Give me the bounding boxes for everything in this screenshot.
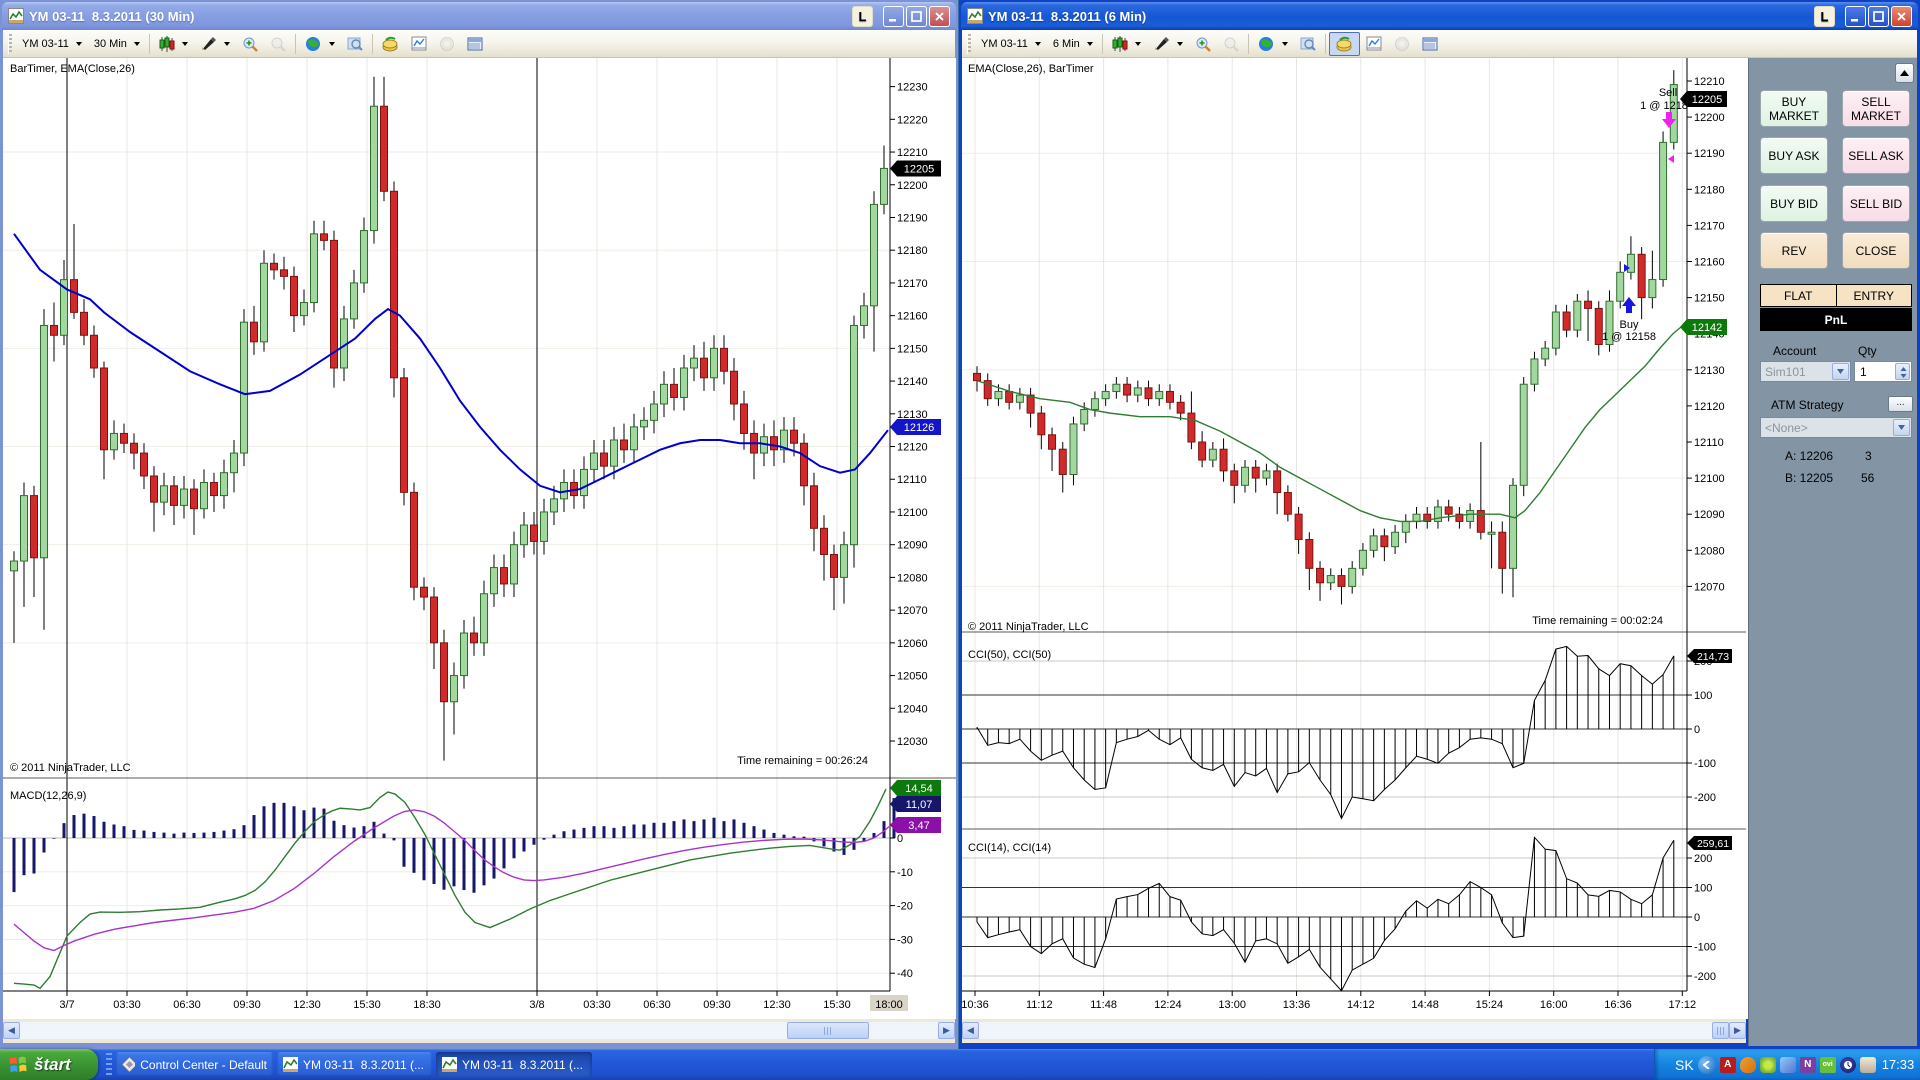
- svg-text:Time remaining = 00:02:24: Time remaining = 00:02:24: [1532, 615, 1663, 627]
- svg-text:12030: 12030: [897, 736, 928, 748]
- svg-text:15:30: 15:30: [823, 999, 851, 1011]
- svg-text:03:30: 03:30: [583, 999, 611, 1011]
- svg-text:12190: 12190: [1694, 148, 1725, 160]
- svg-text:-30: -30: [897, 934, 913, 946]
- svg-text:06:30: 06:30: [643, 999, 671, 1011]
- svg-text:12170: 12170: [897, 278, 928, 290]
- svg-text:12060: 12060: [897, 638, 928, 650]
- svg-text:12190: 12190: [897, 212, 928, 224]
- svg-text:12080: 12080: [1694, 545, 1725, 557]
- svg-text:1 @ 1218: 1 @ 1218: [1640, 100, 1688, 112]
- svg-text:15:24: 15:24: [1476, 999, 1504, 1011]
- svg-text:12230: 12230: [897, 82, 928, 94]
- svg-text:0: 0: [897, 833, 903, 845]
- svg-text:12120: 12120: [897, 442, 928, 454]
- svg-text:06:30: 06:30: [173, 999, 201, 1011]
- svg-text:18:00: 18:00: [875, 999, 903, 1011]
- svg-text:12220: 12220: [897, 114, 928, 126]
- svg-text:200: 200: [1694, 853, 1712, 865]
- svg-text:12090: 12090: [1694, 509, 1725, 521]
- svg-text:12040: 12040: [897, 703, 928, 715]
- svg-text:11,07: 11,07: [906, 799, 933, 811]
- svg-text:12070: 12070: [1694, 581, 1725, 593]
- svg-text:12120: 12120: [1694, 401, 1725, 413]
- svg-text:© 2011 NinjaTrader, LLC: © 2011 NinjaTrader, LLC: [10, 762, 131, 774]
- svg-text:16:00: 16:00: [1540, 999, 1568, 1011]
- svg-text:12160: 12160: [1694, 257, 1725, 269]
- svg-text:12090: 12090: [897, 540, 928, 552]
- svg-text:3,47: 3,47: [908, 820, 929, 832]
- svg-text:12110: 12110: [1694, 437, 1724, 449]
- svg-text:12100: 12100: [1694, 473, 1725, 485]
- svg-text:CCI(14), CCI(14): CCI(14), CCI(14): [968, 842, 1051, 854]
- svg-text:12070: 12070: [897, 605, 928, 617]
- svg-text:12080: 12080: [897, 572, 928, 584]
- svg-text:11:48: 11:48: [1090, 999, 1117, 1011]
- svg-text:17:12: 17:12: [1669, 999, 1697, 1011]
- svg-text:12130: 12130: [1694, 365, 1725, 377]
- svg-text:12:30: 12:30: [763, 999, 791, 1011]
- svg-text:0: 0: [1694, 912, 1700, 924]
- svg-text:12210: 12210: [897, 147, 928, 159]
- svg-text:12160: 12160: [897, 311, 928, 323]
- svg-text:14:12: 14:12: [1347, 999, 1375, 1011]
- svg-text:-100: -100: [1694, 758, 1716, 770]
- svg-text:12142: 12142: [1692, 322, 1723, 334]
- svg-text:12200: 12200: [897, 180, 928, 192]
- svg-text:12180: 12180: [897, 245, 928, 257]
- svg-text:12170: 12170: [1694, 220, 1725, 232]
- svg-text:12150: 12150: [1694, 293, 1725, 305]
- svg-text:3/7: 3/7: [59, 999, 74, 1011]
- svg-text:-200: -200: [1694, 792, 1716, 804]
- svg-text:12205: 12205: [1692, 94, 1723, 106]
- svg-text:12205: 12205: [904, 164, 935, 176]
- svg-text:1 @ 12158: 1 @ 12158: [1602, 331, 1656, 343]
- svg-text:15:30: 15:30: [353, 999, 381, 1011]
- svg-text:12:30: 12:30: [293, 999, 321, 1011]
- svg-text:12210: 12210: [1694, 76, 1725, 88]
- svg-text:CCI(50), CCI(50): CCI(50), CCI(50): [968, 649, 1051, 661]
- svg-text:12130: 12130: [897, 409, 928, 421]
- svg-text:12200: 12200: [1694, 112, 1725, 124]
- svg-text:BarTimer, EMA(Close,26): BarTimer, EMA(Close,26): [10, 63, 135, 75]
- svg-text:11:12: 11:12: [1026, 999, 1053, 1011]
- svg-text:Time remaining = 00:26:24: Time remaining = 00:26:24: [737, 755, 868, 767]
- svg-text:12:24: 12:24: [1154, 999, 1182, 1011]
- svg-text:-100: -100: [1694, 942, 1716, 954]
- svg-text:12050: 12050: [897, 671, 928, 683]
- svg-text:14:48: 14:48: [1411, 999, 1439, 1011]
- svg-text:13:36: 13:36: [1283, 999, 1311, 1011]
- svg-text:18:30: 18:30: [413, 999, 441, 1011]
- svg-text:03:30: 03:30: [113, 999, 141, 1011]
- svg-text:0: 0: [1694, 724, 1700, 736]
- svg-text:3/8: 3/8: [529, 999, 544, 1011]
- svg-text:100: 100: [1694, 883, 1712, 895]
- svg-text:12126: 12126: [904, 422, 935, 434]
- svg-text:100: 100: [1694, 690, 1712, 702]
- svg-text:09:30: 09:30: [703, 999, 731, 1011]
- svg-text:16:36: 16:36: [1604, 999, 1632, 1011]
- svg-text:-10: -10: [897, 867, 913, 879]
- svg-text:10:36: 10:36: [962, 999, 989, 1011]
- svg-text:12110: 12110: [897, 474, 927, 486]
- svg-text:-40: -40: [897, 968, 913, 980]
- svg-text:14,54: 14,54: [905, 783, 933, 795]
- svg-text:© 2011 NinjaTrader, LLC: © 2011 NinjaTrader, LLC: [968, 621, 1089, 633]
- svg-text:12140: 12140: [897, 376, 928, 388]
- svg-text:12180: 12180: [1694, 184, 1725, 196]
- svg-text:Buy: Buy: [1620, 319, 1639, 331]
- svg-text:259,61: 259,61: [1697, 838, 1729, 850]
- svg-text:MACD(12,26,9): MACD(12,26,9): [10, 790, 86, 802]
- svg-text:12100: 12100: [897, 507, 928, 519]
- svg-text:214,73: 214,73: [1697, 651, 1729, 663]
- svg-text:Sell: Sell: [1659, 87, 1677, 99]
- svg-text:12150: 12150: [897, 343, 928, 355]
- svg-text:-200: -200: [1694, 971, 1716, 983]
- svg-text:-20: -20: [897, 901, 913, 913]
- svg-text:09:30: 09:30: [233, 999, 261, 1011]
- svg-text:EMA(Close,26), BarTimer: EMA(Close,26), BarTimer: [968, 63, 1094, 75]
- svg-text:13:00: 13:00: [1218, 999, 1246, 1011]
